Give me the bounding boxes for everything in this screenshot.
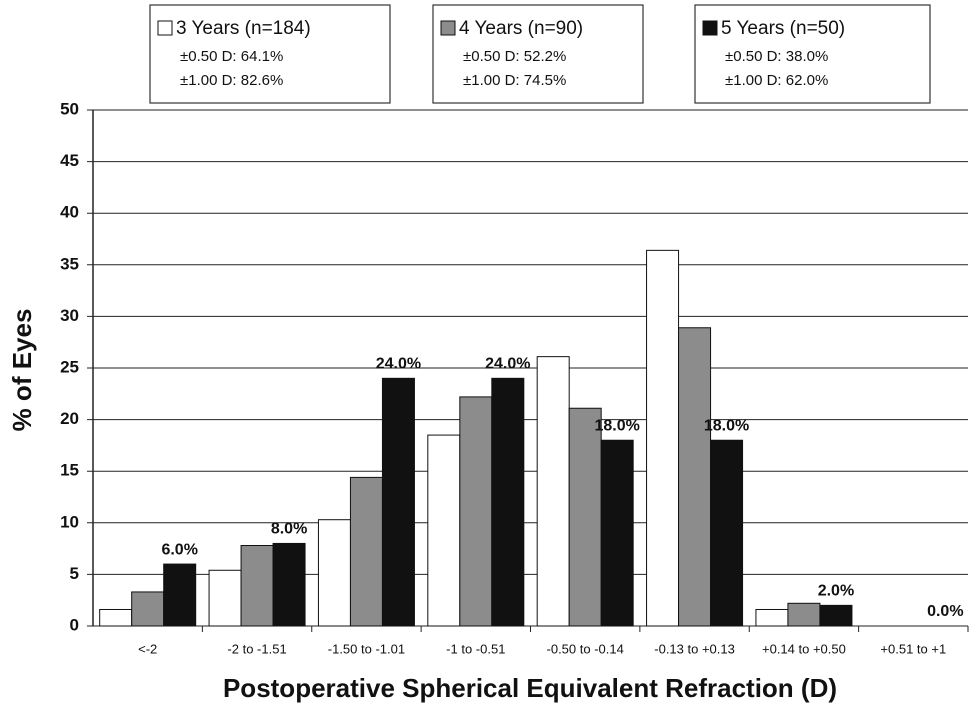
data-label: 24.0% [485, 356, 530, 373]
bar [349, 476, 383, 627]
legend-box [149, 4, 391, 104]
y-tick-label: 20 [60, 409, 79, 428]
legend-box [694, 4, 931, 104]
legend-label: 4 Years (n=90) [459, 18, 583, 39]
data-label: 8.0% [271, 521, 307, 538]
bar [600, 439, 634, 627]
legend-note: ±0.50 D: 38.0% [725, 48, 828, 65]
bar [787, 602, 821, 627]
data-label: 24.0% [376, 356, 421, 373]
legend-note: ±0.50 D: 64.1% [180, 48, 283, 65]
bar [755, 608, 789, 627]
bar [427, 434, 461, 627]
y-tick-label: 15 [60, 461, 79, 480]
y-tick-label: 10 [60, 512, 79, 531]
bar [678, 327, 712, 627]
legend-swatch [157, 20, 173, 36]
y-tick-label: 50 [60, 99, 79, 118]
x-tick-label: -1 to -0.51 [446, 641, 505, 656]
legend-note: ±1.00 D: 74.5% [463, 72, 566, 89]
legend-swatch [702, 20, 718, 36]
bar [381, 377, 415, 627]
data-label: 0.0% [927, 603, 963, 620]
bar [491, 377, 525, 627]
x-axis-label: Postoperative Spherical Equivalent Refra… [223, 673, 837, 703]
bar [819, 604, 853, 627]
x-tick-label: +0.51 to +1 [880, 641, 946, 656]
legend-label: 5 Years (n=50) [721, 18, 845, 39]
bar [163, 563, 197, 627]
data-label: 2.0% [818, 583, 854, 600]
x-tick-label: -0.50 to -0.14 [547, 641, 624, 656]
bar [240, 545, 274, 627]
legend-note: ±1.00 D: 82.6% [180, 72, 283, 89]
legend-box [432, 4, 644, 104]
legend-swatch [440, 20, 456, 36]
y-tick-label: 0 [70, 615, 79, 634]
x-tick-label: -2 to -1.51 [227, 641, 286, 656]
x-tick-label: -1.50 to -1.01 [328, 641, 405, 656]
y-tick-label: 40 [60, 203, 79, 222]
bar [459, 396, 493, 627]
legend-note: ±1.00 D: 62.0% [725, 72, 828, 89]
x-tick-label: <-2 [138, 641, 157, 656]
bar [208, 569, 242, 627]
y-axis-label: % of Eyes [7, 309, 37, 432]
legend-note: ±0.50 D: 52.2% [463, 48, 566, 65]
bar [317, 519, 351, 627]
bar [272, 542, 306, 627]
legend-label: 3 Years (n=184) [176, 18, 311, 39]
bar [710, 439, 744, 627]
bar [536, 356, 570, 627]
data-label: 18.0% [595, 417, 640, 434]
y-tick-label: 5 [70, 564, 79, 583]
y-tick-label: 35 [60, 254, 79, 273]
bar [568, 407, 602, 627]
bar [131, 591, 165, 627]
y-tick-label: 25 [60, 357, 79, 376]
bar [99, 608, 133, 627]
y-tick-label: 45 [60, 151, 79, 170]
data-label: 18.0% [704, 417, 749, 434]
data-label: 6.0% [161, 541, 197, 558]
x-tick-label: +0.14 to +0.50 [762, 641, 846, 656]
x-tick-label: -0.13 to +0.13 [654, 641, 735, 656]
y-tick-label: 30 [60, 306, 79, 325]
bar [646, 249, 680, 627]
